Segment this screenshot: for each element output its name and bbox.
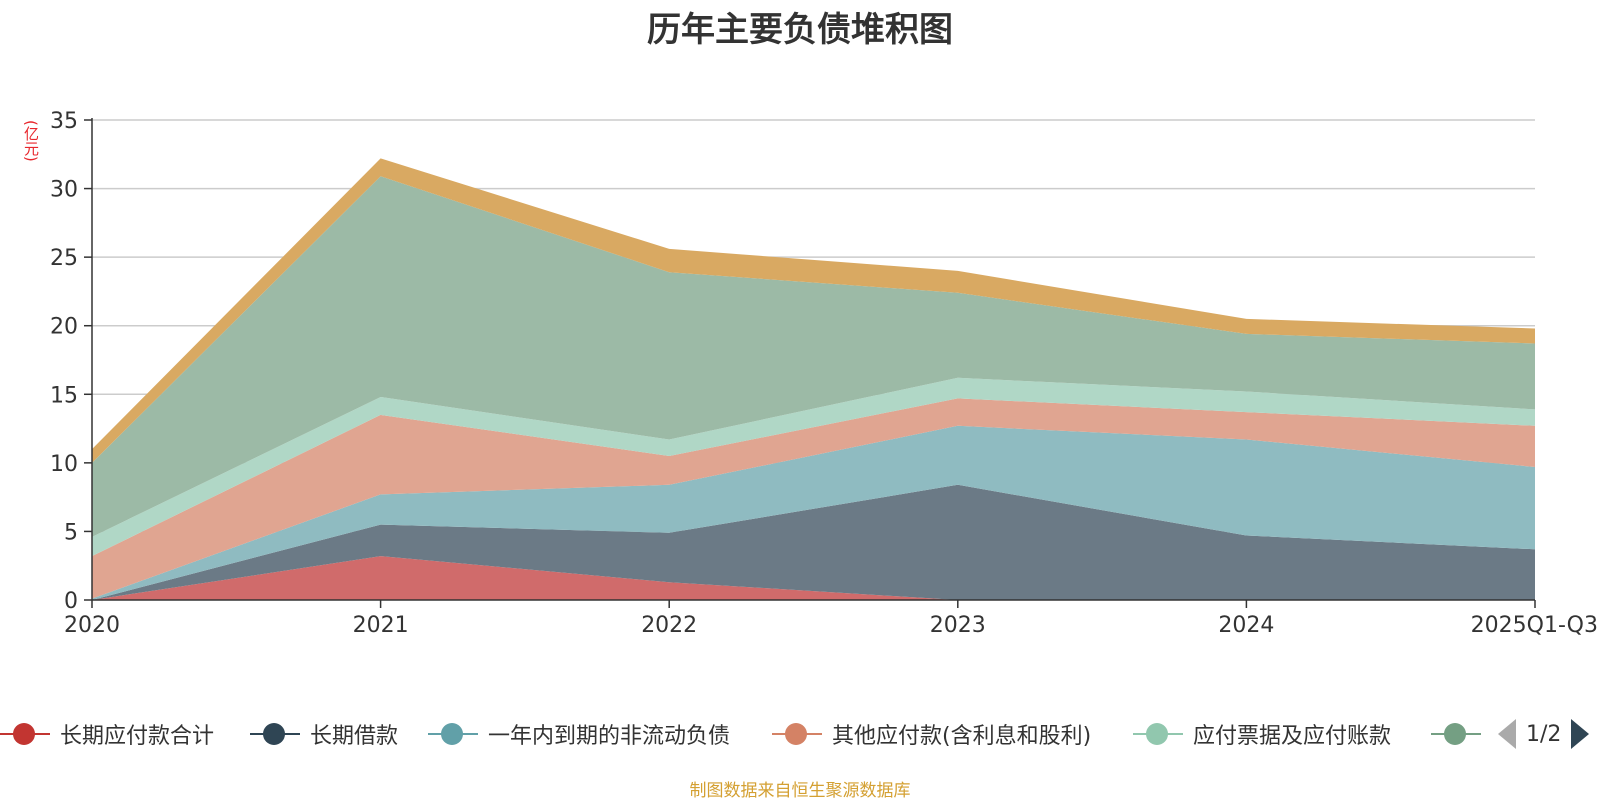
legend-page-indicator: 1/2 xyxy=(1526,721,1562,747)
x-tick-label: 2023 xyxy=(930,613,986,638)
x-tick-label: 2022 xyxy=(641,613,697,638)
x-tick-labels: 2020 2021 2022 2023 2024 2025Q1-Q3 xyxy=(64,613,1598,638)
legend-item[interactable]: 应付票据及应付账款 xyxy=(1133,714,1391,754)
y-tick-labels: 0 5 10 15 20 25 30 35 xyxy=(50,109,78,614)
legend-label: 长期应付款合计 xyxy=(60,724,215,749)
y-tick-label: 20 xyxy=(50,315,78,340)
legend-item[interactable]: 一年内到期的非流动负债 xyxy=(428,714,730,754)
x-tick-label: 2021 xyxy=(353,613,409,638)
y-axis-unit: (亿元) xyxy=(22,120,40,162)
x-tick-label: 2020 xyxy=(64,613,120,638)
y-tick-label: 5 xyxy=(64,520,78,545)
area-series-2 xyxy=(92,425,1535,600)
x-tick-label: 2024 xyxy=(1218,613,1274,638)
y-tick-label: 35 xyxy=(50,109,78,134)
area-series-0 xyxy=(92,556,1535,600)
y-tick-label: 15 xyxy=(50,383,78,408)
y-tick-label: 0 xyxy=(64,589,78,614)
legend-pager: 1/2 xyxy=(1498,714,1590,754)
legend-marker-icon xyxy=(1431,722,1481,746)
y-tick-label: 30 xyxy=(50,178,78,203)
legend-marker-icon xyxy=(428,722,478,746)
legend-marker-icon xyxy=(1133,722,1183,746)
stacked-area-chart: 0 5 10 15 20 25 30 35 2020 2021 2022 2023 2024 2025Q… xyxy=(50,109,1598,638)
legend-prev-arrow-icon[interactable] xyxy=(1498,719,1516,749)
legend-label: 长期借款 xyxy=(310,724,399,749)
legend: 长期应付款合计 长期借款 一年内到期的非流动负债 其他应付款(含利息和股利) 应付票据及… xyxy=(0,714,1600,754)
legend-item[interactable]: 长期借款 xyxy=(250,714,398,754)
area-series-4 xyxy=(92,377,1535,557)
legend-label: 应付票据及应付账款 xyxy=(1193,724,1392,749)
legend-label: 一年内到期的非流动负债 xyxy=(488,724,731,749)
legend-item[interactable]: 长期应付款合计 xyxy=(0,714,214,754)
legend-next-arrow-icon[interactable] xyxy=(1571,719,1590,749)
legend-marker-icon xyxy=(0,722,50,746)
area-series-1 xyxy=(92,484,1535,600)
legend-label: 其他应付款(含利息和股利) xyxy=(832,724,1092,749)
axes xyxy=(84,118,1536,608)
area-series xyxy=(92,158,1535,600)
area-series-3 xyxy=(92,398,1535,599)
y-tick-label: 10 xyxy=(50,452,78,477)
legend-item[interactable] xyxy=(1431,714,1491,754)
chart-title: 历年主要负债堆积图 xyxy=(647,10,953,50)
legend-item[interactable]: 其他应付款(含利息和股利) xyxy=(772,714,1091,754)
data-source-note: 制图数据来自恒生聚源数据库 xyxy=(689,781,911,801)
y-tick-label: 25 xyxy=(50,246,78,271)
legend-marker-icon xyxy=(772,722,822,746)
area-series-5 xyxy=(92,176,1535,537)
x-tick-label: 2025Q1-Q3 xyxy=(1471,613,1598,638)
legend-marker-icon xyxy=(250,722,300,746)
